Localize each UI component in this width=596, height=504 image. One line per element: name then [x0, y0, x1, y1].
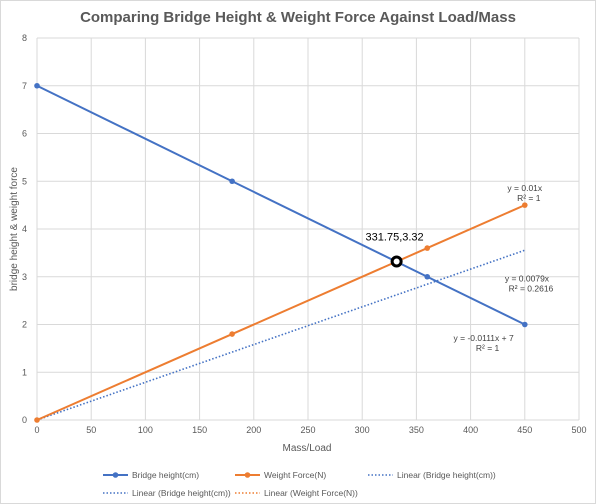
legend: Bridge height(cm) Weight Force(N) Linear (… [103, 470, 496, 498]
equation-line: R² = 1 [517, 193, 541, 203]
data-point [522, 202, 528, 208]
x-tick-label: 50 [86, 425, 96, 435]
legend-label: Linear (Bridge height(cm)) [132, 488, 231, 498]
y-tick-label: 4 [22, 224, 27, 234]
data-point [424, 273, 431, 280]
data-point [229, 178, 235, 185]
legend-label: Bridge height(cm) [132, 470, 199, 480]
y-tick-label: 3 [22, 272, 27, 282]
trendlines [36, 249, 526, 421]
x-tick-label: 150 [192, 425, 207, 435]
equation-label: y = -0.0111x + 7 R² = 1 [454, 333, 514, 353]
intersection-point [390, 255, 403, 268]
y-tick-label: 0 [22, 415, 27, 425]
y-tick-label: 7 [22, 81, 27, 91]
grid-lines [36, 37, 580, 421]
equation-label: y = 0.01x R² = 1 [507, 183, 542, 203]
data-point [424, 245, 431, 251]
legend-label: Linear (Weight Force(N)) [264, 488, 358, 498]
data-point [522, 321, 528, 328]
x-tick-label: 350 [409, 425, 424, 435]
data-series [34, 82, 528, 423]
intersection-marker: 331.75,3.32 [366, 231, 424, 268]
series-line [36, 84, 526, 326]
data-point [229, 331, 235, 337]
equation-line: R² = 1 [476, 343, 500, 353]
data-point [34, 417, 40, 423]
y-tick-labels: 0 1 2 3 4 5 6 7 8 [22, 33, 27, 425]
legend-marker [112, 472, 119, 478]
x-axis-label: Mass/Load [283, 443, 332, 454]
intersection-label: 331.75,3.32 [366, 231, 424, 243]
x-tick-label: 0 [34, 425, 39, 435]
chart-title: Comparing Bridge Height & Weight Force A… [80, 9, 516, 26]
equation-line: R² = 0.2616 [509, 284, 554, 294]
x-tick-labels: 0 50 100 150 200 250 300 350 400 450 500 [34, 425, 586, 435]
series-line [36, 204, 526, 421]
x-tick-label: 400 [463, 425, 478, 435]
x-tick-label: 300 [355, 425, 370, 435]
legend-label: Weight Force(N) [264, 470, 326, 480]
y-tick-label: 8 [22, 33, 27, 43]
legend-label: Linear (Bridge height(cm)) [397, 470, 496, 480]
equation-line: y = -0.0111x + 7 [454, 333, 514, 343]
x-tick-label: 100 [138, 425, 153, 435]
y-tick-label: 6 [22, 129, 27, 139]
data-point [34, 82, 40, 89]
equation-label: y = 0.0079x R² = 0.2616 [505, 274, 554, 294]
x-tick-label: 200 [246, 425, 261, 435]
trendline [36, 249, 526, 421]
y-tick-label: 1 [22, 367, 27, 377]
x-tick-label: 250 [300, 425, 315, 435]
y-tick-label: 2 [22, 320, 27, 330]
y-axis-label: bridge height & weight force [9, 167, 20, 291]
y-tick-label: 5 [22, 176, 27, 186]
x-tick-label: 450 [517, 425, 532, 435]
legend-marker [244, 472, 251, 478]
equation-line: y = 0.0079x [505, 274, 550, 284]
equation-line: y = 0.01x [507, 183, 542, 193]
x-tick-label: 500 [571, 425, 586, 435]
